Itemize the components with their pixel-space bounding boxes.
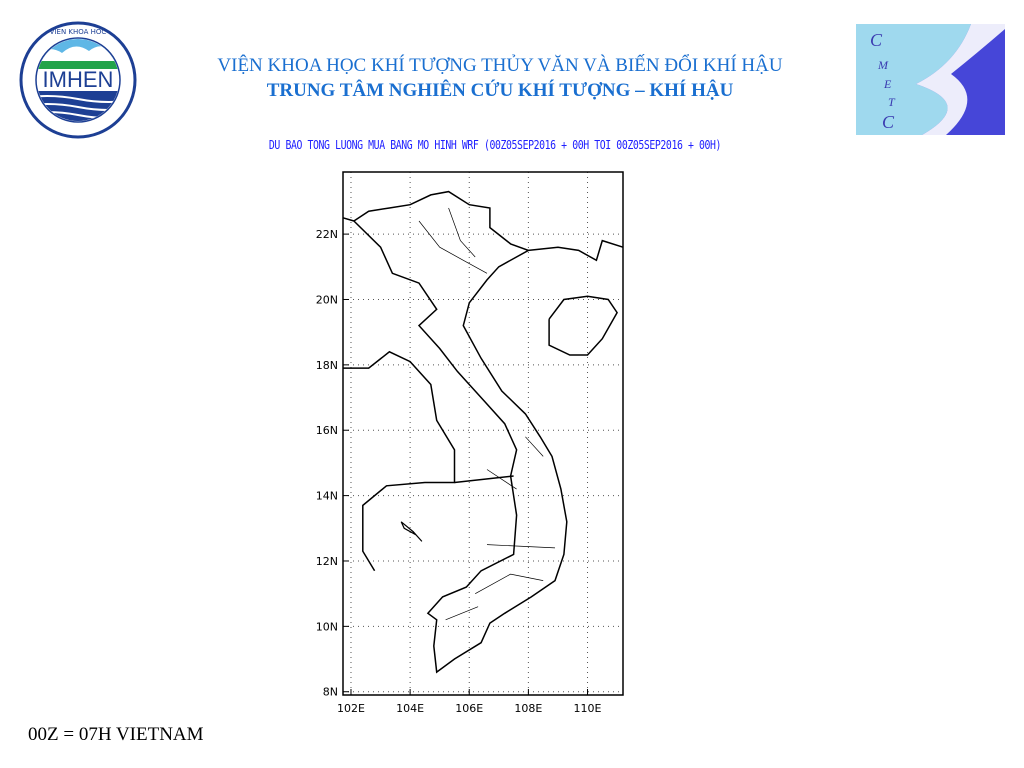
neighbor-border bbox=[454, 475, 514, 484]
svg-text:VIEN KHOA HOC: VIEN KHOA HOC bbox=[50, 28, 107, 36]
svg-text:C: C bbox=[882, 112, 895, 132]
lat-tick-label: 8N bbox=[323, 686, 338, 699]
svg-text:IMHEN: IMHEN bbox=[43, 67, 114, 92]
lon-tick-label: 104E bbox=[396, 702, 424, 715]
center-title: TRUNG TÂM NGHIÊN CỨU KHÍ TƯỢNG – KHÍ HẬU bbox=[266, 80, 734, 101]
province-border bbox=[486, 544, 556, 549]
time-note: 00Z = 07H VIETNAM bbox=[28, 724, 204, 745]
map-frame bbox=[342, 171, 624, 696]
lon-tick-label: 108E bbox=[514, 702, 542, 715]
svg-text:M: M bbox=[877, 58, 889, 72]
lat-tick-label: 16N bbox=[316, 424, 338, 437]
svg-text:T: T bbox=[888, 95, 896, 109]
lat-tick-label: 18N bbox=[316, 359, 338, 372]
svg-text:E: E bbox=[883, 77, 892, 91]
province-border bbox=[475, 573, 544, 595]
svg-text:C: C bbox=[870, 30, 883, 50]
lat-tick-label: 10N bbox=[316, 620, 338, 633]
cmetc-logo: C M E T C bbox=[856, 24, 1005, 135]
lat-tick-label: 14N bbox=[316, 490, 338, 503]
province-border bbox=[486, 469, 517, 490]
province-border bbox=[525, 436, 544, 457]
lat-tick-label: 20N bbox=[316, 293, 338, 306]
province-border bbox=[418, 220, 488, 274]
province-border bbox=[448, 207, 476, 258]
tonle-sap bbox=[400, 521, 423, 542]
lon-tick-label: 110E bbox=[574, 702, 602, 715]
institute-title: VIỆN KHOA HỌC KHÍ TƯỢNG THỦY VĂN VÀ BIẾN… bbox=[217, 55, 783, 76]
map-subtitle: DU BAO TONG LUONG MUA BANG MO HINH WRF (… bbox=[268, 138, 722, 152]
neighbor-border bbox=[343, 350, 456, 572]
lat-tick-label: 22N bbox=[316, 228, 338, 241]
lon-tick-label: 102E bbox=[337, 702, 365, 715]
lon-tick-label: 106E bbox=[455, 702, 483, 715]
coastline bbox=[342, 190, 624, 674]
china-coast bbox=[528, 239, 624, 262]
map-grid bbox=[343, 172, 623, 695]
axis-ticks: 22N 20N 18N 16N 14N 12N 10N 8N 102E 104E 106E 108E 1… bbox=[316, 228, 602, 715]
hainan-island bbox=[548, 295, 618, 356]
vietnam-border bbox=[353, 190, 568, 674]
imhen-logo: IMHEN VIEN KHOA HOC bbox=[17, 21, 139, 139]
province-border bbox=[445, 606, 479, 621]
lat-tick-label: 12N bbox=[316, 555, 338, 568]
